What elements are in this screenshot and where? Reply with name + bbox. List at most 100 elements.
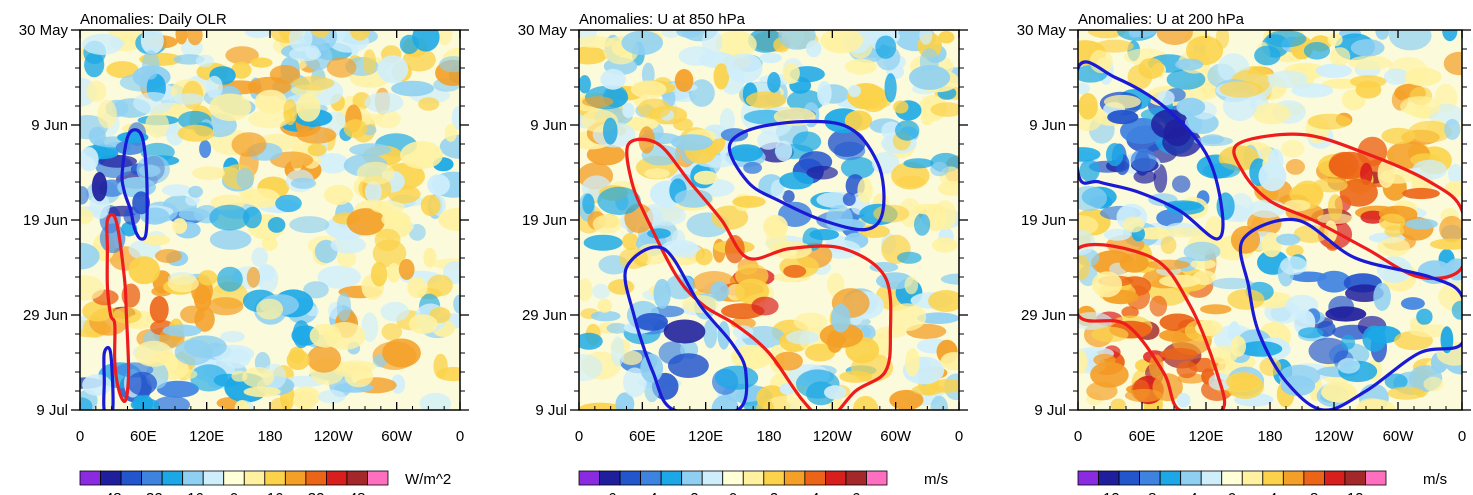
heatmap-cell: [1219, 80, 1264, 98]
colorbar-swatch: [599, 470, 621, 486]
heatmap-cell: [251, 247, 268, 268]
heatmap-cell: [231, 61, 252, 79]
x-tick-label: 120W: [1314, 428, 1354, 445]
heatmap-cell: [579, 46, 607, 65]
y-tick-label: 29 Jun: [522, 307, 567, 324]
colorbar-label: -6: [603, 490, 616, 495]
negative-contour-1: [1078, 60, 1225, 241]
heatmap-cell: [940, 273, 959, 285]
heatmap-cell: [710, 281, 729, 302]
colorbar-unit: W/m^2: [405, 471, 451, 488]
heatmap-cell: [1384, 373, 1408, 390]
heatmap-cell: [809, 229, 840, 241]
heatmap-cell: [793, 312, 828, 332]
colorbar-label: -12: [1098, 490, 1120, 495]
colorbar-label: 0: [729, 490, 737, 495]
heatmap-cell: [374, 228, 401, 252]
colorbar-swatch: [1180, 470, 1202, 486]
heatmap-cell: [783, 264, 807, 278]
heatmap-cell: [579, 354, 603, 382]
heatmap-cell: [1259, 357, 1282, 376]
heatmap-cell: [889, 389, 924, 410]
heatmap-cell: [1226, 372, 1260, 391]
heatmap-cell: [826, 218, 866, 231]
heatmap-cell: [667, 353, 709, 378]
heatmap-cell: [80, 147, 99, 172]
heatmap-cell: [1402, 187, 1440, 200]
heatmap-cell: [206, 75, 223, 99]
heatmap-cell: [930, 102, 959, 117]
colorbar-label: -4: [644, 490, 657, 495]
heatmap-cell: [207, 297, 244, 316]
heatmap-cell: [1448, 163, 1462, 184]
heatmap-cell: [362, 49, 377, 75]
heatmap-cell: [711, 394, 739, 410]
heatmap-cell: [1378, 213, 1406, 231]
heatmap-cell: [621, 30, 663, 55]
heatmap-cell: [349, 30, 371, 41]
heatmap-cell: [726, 53, 763, 84]
heatmap-cell: [1308, 337, 1349, 365]
heatmap-cell: [1327, 33, 1343, 47]
heatmap-cell: [106, 61, 139, 79]
heatmap-cell: [127, 371, 157, 396]
heatmap-cell: [82, 374, 112, 396]
heatmap-field: [80, 30, 460, 410]
heatmap-cell: [309, 323, 342, 348]
heatmap-cell: [250, 57, 273, 68]
heatmap-cell: [660, 30, 682, 38]
heatmap-cell: [82, 33, 123, 55]
heatmap-cell: [153, 395, 191, 410]
heatmap-cell: [622, 233, 639, 250]
colorbar-swatch: [305, 470, 327, 486]
heatmap-cell: [904, 276, 919, 295]
colorbar-label: 16: [267, 490, 284, 495]
heatmap-cell: [80, 242, 100, 270]
heatmap-cell: [637, 98, 671, 119]
heatmap-cell: [1423, 376, 1444, 392]
colorbar-label: 12: [1347, 490, 1364, 495]
heatmap-cell: [374, 110, 401, 129]
colorbar-swatch: [1303, 470, 1325, 486]
heatmap-cell: [423, 247, 437, 268]
heatmap-cell: [853, 395, 879, 410]
heatmap-cell: [1312, 178, 1348, 193]
heatmap-cell: [1156, 90, 1175, 106]
heatmap-cell: [1389, 30, 1432, 51]
heatmap-cell: [244, 30, 272, 39]
heatmap-cell: [187, 30, 203, 46]
heatmap-cell: [773, 351, 803, 371]
heatmap-cell: [1151, 109, 1189, 139]
heatmap-cell: [145, 111, 170, 138]
heatmap-cell: [254, 89, 287, 114]
heatmap-cell: [292, 320, 311, 349]
x-tick-label: 60W: [880, 428, 912, 445]
heatmap-cell: [1130, 148, 1157, 172]
heatmap-cell: [377, 55, 409, 84]
heatmap-cell: [167, 274, 199, 293]
heatmap-cell: [699, 51, 735, 69]
heatmap-cell: [209, 93, 252, 122]
heatmap-cell: [848, 84, 861, 98]
x-tick-label: 0: [575, 428, 583, 445]
heatmap-cell: [759, 52, 782, 64]
colorbar-label: 32: [308, 490, 325, 495]
heatmap-cell: [920, 111, 934, 126]
heatmap-cell: [1136, 227, 1170, 240]
negative-contour-1: [120, 128, 149, 241]
colorbar-swatch: [161, 470, 184, 486]
colorbar-swatch: [325, 470, 348, 486]
colorbar-label: 2: [770, 490, 778, 495]
heatmap-cell: [1329, 151, 1359, 178]
heatmap-cell: [930, 395, 948, 410]
heatmap-cell: [243, 206, 262, 229]
heatmap-cell: [912, 203, 946, 215]
colorbar-swatch: [578, 470, 600, 486]
heatmap-cell: [891, 161, 930, 190]
negative-contour-3: [1238, 217, 1462, 410]
heatmap-cell: [676, 30, 702, 38]
colorbar-swatch: [1139, 470, 1161, 486]
heatmap-cell: [1325, 306, 1367, 322]
heatmap-cell: [611, 336, 625, 367]
heatmap-cell: [909, 65, 951, 90]
